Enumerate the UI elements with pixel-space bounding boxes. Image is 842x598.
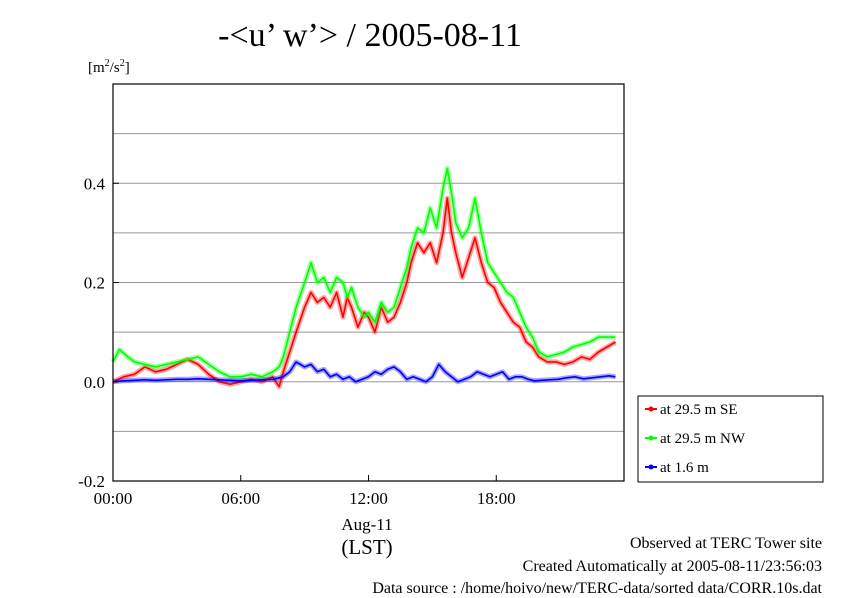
x-axis-ticks: 00:00 06:00 12:00 18:00: [94, 475, 516, 508]
series-layer: [110, 165, 617, 390]
y-axis-ticks: -0.2 0.0 0.2 0.4: [78, 174, 119, 491]
y-tick-label: 0.0: [84, 373, 105, 392]
series-band-1: [110, 165, 616, 380]
footer-created: Created Automatically at 2005-08-11/23:5…: [522, 558, 822, 575]
y-axis-unit: [m2/s2]: [88, 58, 130, 76]
footer-data-source: Data source : /home/hoivo/new/TERC-data/…: [372, 580, 822, 597]
x-tick-label: 00:00: [94, 489, 133, 508]
legend-marker-0: [648, 406, 654, 412]
x-axis-label: (LST): [341, 535, 392, 559]
legend-marker-1: [648, 435, 654, 441]
series-line-1: [112, 167, 616, 378]
series-line-2: [112, 361, 616, 383]
footer-observed: Observed at TERC Tower site: [629, 535, 822, 552]
legend-box: [637, 395, 824, 483]
x-date-label: Aug-11: [341, 515, 392, 534]
chart-title: -<u’ w’> / 2005-08-11: [218, 17, 522, 54]
x-tick-label: 18:00: [477, 489, 516, 508]
legend-label-2: at 1.6 m: [660, 460, 709, 476]
legend-label-0: at 29.5 m SE: [660, 402, 738, 418]
legend-label-1: at 29.5 m NW: [660, 431, 746, 447]
series-line-0: [112, 197, 616, 388]
grid-lines: [113, 133, 624, 432]
x-tick-label: 12:00: [349, 489, 388, 508]
y-tick-label: -0.2: [78, 472, 105, 491]
y-tick-label: 0.4: [84, 174, 106, 193]
x-tick-label: 06:00: [221, 489, 260, 508]
legend: at 29.5 m SE at 29.5 m NW at 1.6 m: [637, 395, 824, 483]
legend-marker-2: [648, 464, 654, 470]
y-tick-label: 0.2: [84, 274, 105, 293]
